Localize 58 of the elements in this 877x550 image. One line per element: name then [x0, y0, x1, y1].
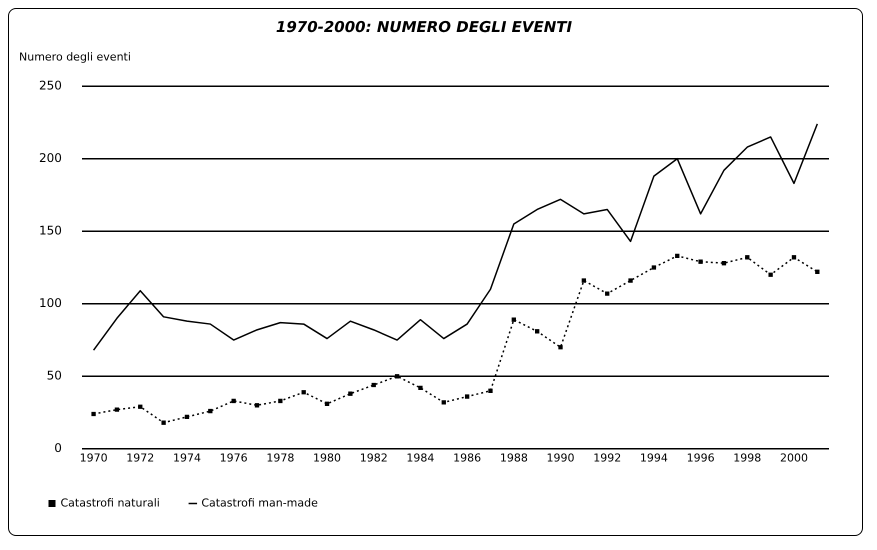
y-axis-title: Numero degli eventi	[19, 50, 131, 64]
x-tick-label: 1982	[360, 451, 388, 464]
x-tick-label: 1998	[733, 451, 762, 464]
point	[675, 254, 680, 258]
point	[582, 278, 586, 283]
point	[208, 408, 212, 414]
chart-title: 1970-2000: NUMERO DEGLI EVENTI	[276, 18, 573, 36]
point	[768, 272, 773, 277]
point	[184, 414, 190, 420]
legend-label: Catastrofi naturali	[60, 496, 160, 510]
point	[722, 260, 726, 266]
point	[792, 255, 796, 260]
point	[698, 260, 703, 264]
x-tick-label: 1988	[500, 451, 528, 464]
point	[628, 278, 633, 283]
x-tick-label: 1976	[220, 451, 248, 464]
point	[512, 318, 516, 322]
x-tick-label: 1978	[266, 451, 294, 464]
point	[161, 420, 166, 425]
point	[558, 345, 563, 350]
x-tick-label: 1986	[453, 451, 482, 464]
point	[254, 403, 260, 408]
x-tick-label: 1996	[686, 451, 715, 464]
point	[464, 394, 470, 399]
legend-label: Catastrofi man-made	[201, 496, 318, 510]
point	[231, 398, 236, 404]
point	[442, 400, 446, 405]
x-tick-label: 1984	[406, 451, 434, 464]
x-tick-label: 1972	[126, 451, 154, 464]
y-tick-label: 200	[39, 150, 62, 165]
point	[745, 255, 750, 260]
point	[418, 386, 423, 390]
x-tick-label: 1990	[546, 451, 575, 464]
point	[91, 412, 96, 416]
point	[278, 398, 283, 404]
y-tick-label: 250	[39, 78, 62, 92]
point	[114, 407, 120, 412]
point	[488, 388, 493, 393]
point	[348, 392, 353, 396]
x-tick-label: 1994	[640, 451, 668, 464]
point	[372, 382, 376, 388]
point	[302, 390, 306, 394]
point	[394, 374, 400, 378]
x-tick-label: 2000	[780, 451, 808, 464]
y-tick-label: 50	[46, 368, 62, 382]
x-tick-label: 1992	[593, 451, 622, 464]
x-tick-label: 1980	[313, 451, 342, 464]
point	[535, 329, 540, 334]
x-tick-label: 1970	[80, 451, 108, 464]
point	[324, 402, 330, 406]
y-tick-label: 0	[54, 440, 62, 455]
x-tick-label: 1974	[172, 451, 201, 464]
y-tick-label: 150	[39, 223, 62, 238]
y-tick-label: 100	[39, 296, 62, 310]
point	[815, 270, 820, 274]
point	[605, 291, 610, 296]
point	[652, 265, 656, 270]
point	[138, 404, 142, 409]
